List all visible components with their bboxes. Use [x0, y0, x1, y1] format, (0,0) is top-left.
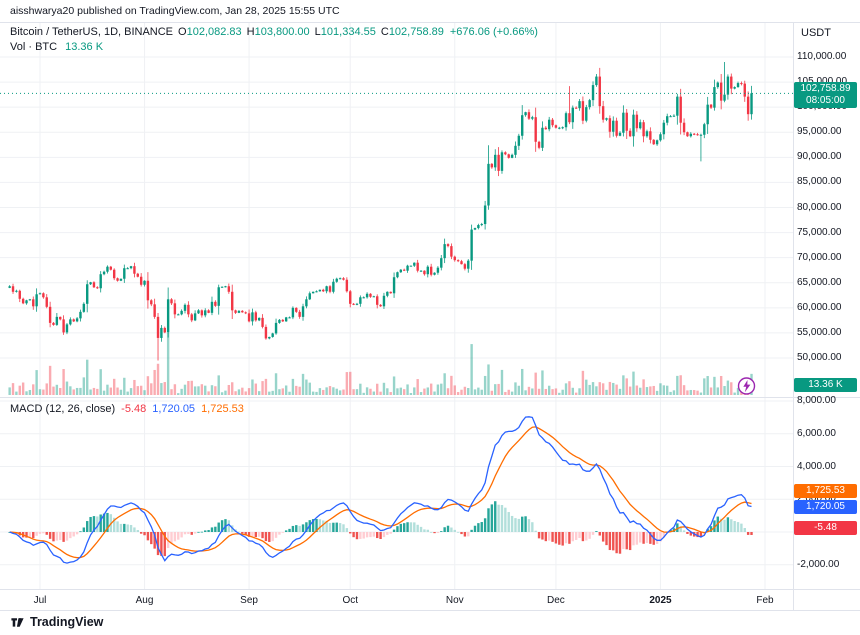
- time-axis-label: Feb: [756, 595, 774, 606]
- ohlc-key: O: [178, 26, 187, 38]
- price-axis-label: 90,000.00: [797, 151, 842, 163]
- time-axis-label: Aug: [135, 595, 154, 606]
- volume-legend: Vol · BTC 13.36 K: [10, 41, 103, 53]
- macd-legend-value: 1,720.05: [152, 403, 196, 415]
- time-axis-label: Oct: [342, 595, 358, 606]
- ohlc-value: 103,800.00: [254, 26, 310, 38]
- price-axis-label: 55,000.00: [797, 326, 842, 338]
- macd-axis-label: 4,000.00: [797, 460, 836, 472]
- macd-axis-label: 6,000.00: [797, 427, 836, 439]
- macd-axis-label: 2,000.00: [797, 493, 836, 505]
- time-axis-label: 2025: [649, 595, 672, 606]
- price-axis-label: 80,000.00: [797, 201, 842, 213]
- macd-title: MACD (12, 26, close): [10, 403, 116, 415]
- macd-line-badge: 1,720.05: [794, 500, 857, 514]
- macd-axis-label: -2,000.00: [797, 558, 840, 570]
- ohlc-values: O102,082.83 H103,800.00 L101,334.55 C102,75…: [173, 26, 444, 38]
- macd-legend-value: 1,725.53: [201, 403, 244, 415]
- last-price-badge: 102,758.89 08:05:00: [794, 82, 857, 108]
- price-axis-label: 110,000.00: [797, 51, 847, 62]
- tradingview-logo-icon: [10, 614, 25, 629]
- ohlc-key: C: [380, 26, 389, 38]
- symbol-title: Bitcoin / TetherUS, 1D, BINANCE: [10, 26, 174, 38]
- bar-countdown: 08:05:00: [806, 95, 845, 106]
- currency-label: USDT: [801, 27, 831, 39]
- ohlc-value: 102,082.83: [186, 26, 242, 38]
- ohlc-key: L: [314, 26, 321, 38]
- publish-info: aisshwarya20 published on TradingView.co…: [10, 5, 340, 17]
- change-value: +676.06 (+0.66%): [449, 26, 538, 38]
- ohlc-key: H: [246, 26, 255, 38]
- symbol-legend: Bitcoin / TetherUS, 1D, BINANCE O102,082.…: [10, 26, 538, 38]
- price-axis-label: 65,000.00: [797, 276, 842, 288]
- volume-value: 13.36 K: [65, 41, 104, 53]
- time-axis-label: Dec: [547, 595, 565, 606]
- macd-legend-value: -5.48: [121, 403, 147, 415]
- macd-legend: MACD (12, 26, close) -5.48 1,720.05 1,725.5…: [10, 403, 244, 415]
- macd-values: -5.48 1,720.05 1,725.53: [115, 403, 244, 415]
- ohlc-value: 101,334.55: [320, 26, 376, 38]
- macd-hist-badge: -5.48: [794, 521, 857, 535]
- price-axis-label: 95,000.00: [797, 126, 842, 138]
- lightning-boost-icon[interactable]: [737, 377, 756, 395]
- price-axis-label: 60,000.00: [797, 301, 842, 313]
- last-price-value: 102,758.89: [800, 83, 851, 94]
- volume-badge: 13.36 K: [794, 378, 857, 392]
- price-axis-label: 105,000.00: [797, 76, 847, 88]
- macd-signal-badge: 1,725.53: [794, 484, 857, 498]
- time-axis-label: Jul: [33, 595, 47, 606]
- time-axis-label: Sep: [240, 595, 258, 606]
- macd-axis-label: 8,000.00: [797, 395, 836, 406]
- price-axis-label: 70,000.00: [797, 251, 842, 263]
- price-axis-label: 75,000.00: [797, 226, 842, 238]
- tradingview-wordmark: TradingView: [30, 614, 104, 629]
- price-axis-label: 50,000.00: [797, 352, 842, 363]
- price-axis-label: 85,000.00: [797, 176, 842, 188]
- volume-label: Vol · BTC: [10, 41, 58, 53]
- time-axis-label: Nov: [445, 595, 464, 606]
- ohlc-value: 102,758.89: [388, 26, 444, 38]
- tradingview-footer[interactable]: TradingView: [10, 614, 103, 629]
- publish-bar: aisshwarya20 published on TradingView.co…: [0, 0, 860, 23]
